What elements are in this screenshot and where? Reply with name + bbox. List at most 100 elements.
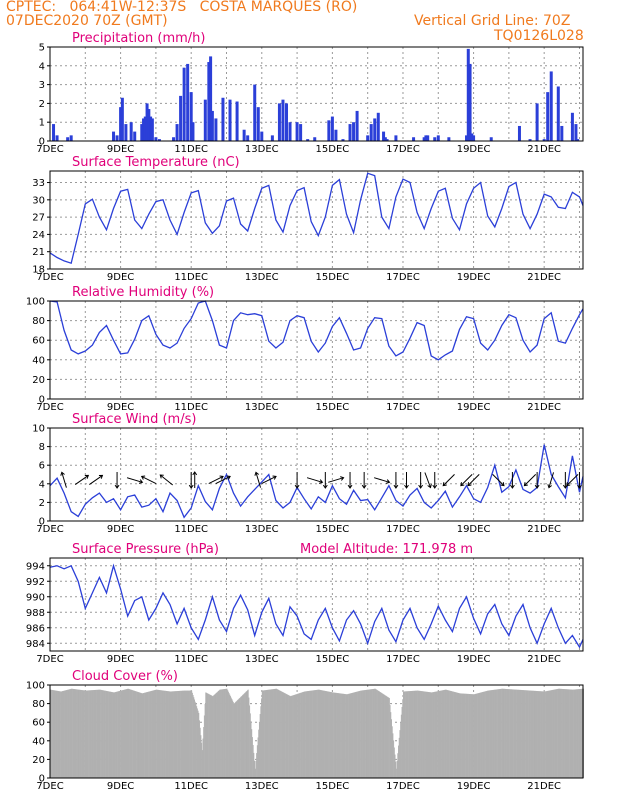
cloud-area-segment <box>333 692 335 778</box>
cloud-area-segment <box>455 692 457 778</box>
cloud-area-segment <box>527 690 529 778</box>
cloud-area-segment <box>520 689 522 778</box>
cloud-area-segment <box>243 693 245 778</box>
cloud-area-segment <box>542 691 544 778</box>
cloud-area-segment <box>270 689 272 778</box>
cloud-area-segment <box>381 692 383 778</box>
precipitation-xtick-label: 17DEC <box>386 144 420 155</box>
cloud-area-segment <box>339 693 341 778</box>
cloud-area-segment <box>480 692 482 778</box>
cloud-area-segment <box>294 694 296 778</box>
cloud-area-segment <box>426 691 428 778</box>
cloud-area-segment <box>297 693 299 778</box>
cloud-area-segment <box>275 688 277 778</box>
cloud-area-segment <box>440 690 442 778</box>
cloud-area-segment <box>215 692 217 778</box>
cloud-area-segment <box>157 689 159 778</box>
cloud-area-segment <box>246 691 248 778</box>
cloud-area-segment <box>460 693 462 778</box>
precipitation-bar <box>306 139 310 141</box>
cloud-area-segment <box>428 692 430 778</box>
cloud-area-segment <box>203 727 205 778</box>
cloud-area-segment <box>518 689 520 778</box>
cloud-area-segment <box>448 690 450 778</box>
precipitation-ytick-label: 3 <box>39 80 45 91</box>
cloud-area-segment <box>266 690 268 778</box>
cloud-area-segment <box>160 690 162 778</box>
cloud-area-segment <box>226 688 228 778</box>
cloud-area-segment <box>577 689 579 778</box>
cloud-area-segment <box>287 695 289 778</box>
cloud-area-segment <box>210 695 212 778</box>
wind-arrow-head <box>138 479 144 484</box>
cloud-area-segment <box>99 689 101 778</box>
cloud-area-segment <box>499 688 501 778</box>
cloud-area-segment <box>467 693 469 778</box>
cloud-area-segment <box>566 689 568 778</box>
cloud-area-segment <box>326 691 328 778</box>
precipitation-bar <box>535 103 539 141</box>
wind-arrow-head <box>254 471 259 476</box>
cloud-area-segment <box>70 688 72 778</box>
cloud-area-segment <box>372 688 374 778</box>
cloud-area-segment <box>189 690 191 778</box>
cloud-area-segment <box>246 690 248 778</box>
pressure-xtick-label: 21DEC <box>527 654 561 665</box>
cloud-area-segment <box>66 689 68 778</box>
cloud-area-segment <box>55 690 57 778</box>
wind-title: Surface Wind (m/s) <box>72 412 196 427</box>
cloud-area-segment <box>465 693 467 778</box>
cloud-area-segment <box>390 712 392 778</box>
temperature-ytick-label: 18 <box>32 265 45 276</box>
cloud-area-segment <box>371 689 373 778</box>
cloud-area-segment <box>280 690 282 778</box>
cloud-area-segment <box>335 692 337 778</box>
cloud-panel: 0 20 40 60 80 100 7DEC 9DEC 11DEC 13DEC 15DEC 17DEC… <box>26 669 585 792</box>
cloud-area-segment <box>295 694 297 778</box>
cloud-area-segment <box>249 705 251 778</box>
cloud-area-segment <box>75 689 77 778</box>
cloud-area-segment <box>60 691 62 778</box>
temperature-xtick-label: 19DEC <box>457 272 491 283</box>
cloud-area-segment <box>124 689 126 778</box>
cloud-area-segment <box>184 690 186 778</box>
cloud-area-segment <box>182 690 184 778</box>
humidity-xtick-label: 7DEC <box>36 402 63 413</box>
cloud-area-segment <box>413 690 415 778</box>
humidity-ytick-label: 40 <box>32 355 45 366</box>
cloud-area-segment <box>142 693 144 778</box>
cloud-area-segment <box>518 689 520 778</box>
cloud-area-segment <box>174 691 176 778</box>
cloud-area-segment <box>340 693 342 778</box>
cloud-area-segment <box>393 740 395 778</box>
cloud-area-segment <box>476 693 478 778</box>
cloud-area-segment <box>79 689 81 778</box>
cloud-area-segment <box>141 693 143 778</box>
cloud-area-segment <box>105 690 107 778</box>
precipitation-bar <box>424 135 428 141</box>
wind-arrow-head <box>500 482 505 487</box>
cloud-area-segment <box>343 693 345 778</box>
humidity-xtick-label: 11DEC <box>174 402 208 413</box>
cloud-area-segment <box>562 688 564 778</box>
cloud-area-segment <box>331 692 333 778</box>
precipitation-bar <box>112 131 116 141</box>
precipitation-xtick-label: 11DEC <box>174 144 208 155</box>
precipitation-plot-area <box>50 47 583 141</box>
cloud-area-segment <box>572 689 574 778</box>
cloud-area-segment <box>419 690 421 778</box>
cloud-area-segment <box>254 760 256 778</box>
cloud-area-segment <box>477 693 479 778</box>
cloud-area-segment <box>438 690 440 778</box>
cloud-area-segment <box>136 691 138 778</box>
cloud-area-segment <box>557 688 559 778</box>
precipitation-bar <box>373 118 377 141</box>
cloud-area-segment <box>192 695 194 778</box>
cloud-area-segment <box>401 706 403 778</box>
cloud-area-segment <box>486 690 488 778</box>
cloud-area-segment <box>332 692 334 778</box>
cloud-area-segment <box>213 694 215 778</box>
cloud-area-segment <box>124 689 126 778</box>
cloud-area-segment <box>385 695 387 778</box>
cloud-area-segment <box>507 689 509 778</box>
